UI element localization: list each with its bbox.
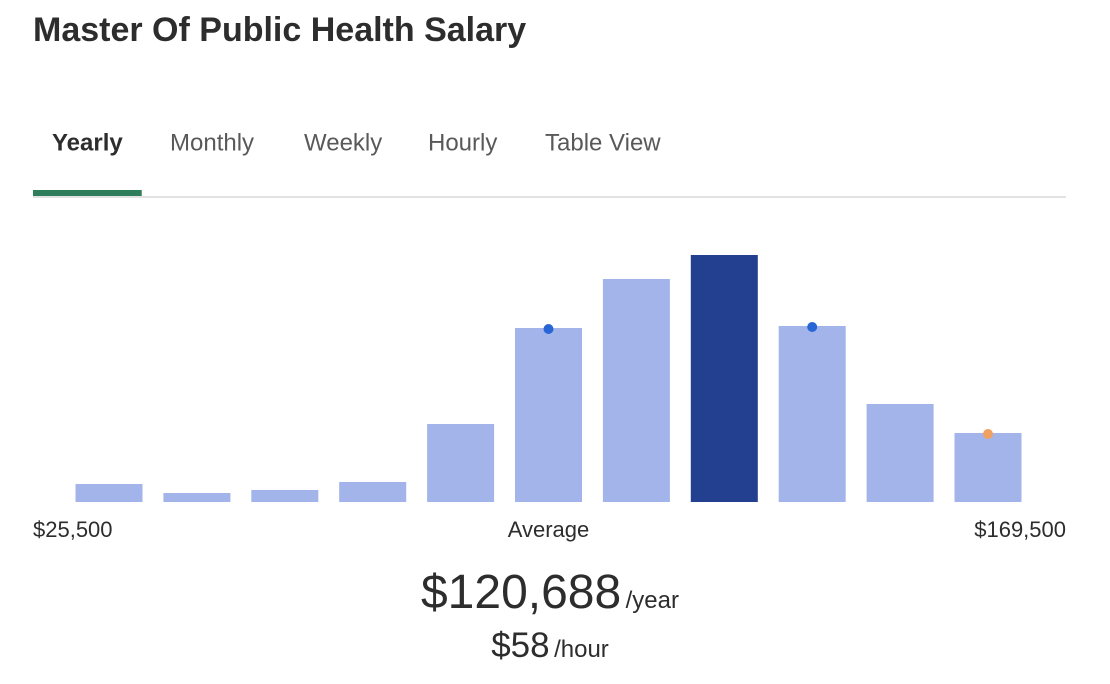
yearly-value: $120,688 [420,566,622,619]
bar [163,493,231,502]
bar [339,482,407,502]
yearly-summary: $120,688 /year [0,565,1100,620]
marker [983,429,993,439]
widget: Master Of Public Health Salary Yearly Mon… [33,11,1066,542]
marker [807,322,818,332]
bar [866,404,934,502]
marker [543,324,554,334]
tab[interactable]: Weekly [304,129,382,156]
hourly-unit: /hour [554,636,609,663]
bar [251,490,319,502]
tab-underline [33,190,142,196]
yearly-unit: /year [625,587,679,614]
average-label: Average [508,517,590,542]
bar [75,484,143,502]
tab[interactable]: Yearly [52,129,123,156]
max-label: $169,500 [974,517,1066,542]
hourly-value: $58 [491,626,550,665]
bar [954,433,1022,502]
tab[interactable]: Hourly [428,129,497,156]
bar [602,279,670,502]
bar [690,255,758,502]
bar [427,424,495,502]
min-label: $25,500 [33,517,113,542]
tab[interactable]: Monthly [170,129,254,156]
bar [778,326,846,502]
hourly-summary: $58 /hour [0,626,1100,666]
bar [515,328,582,502]
title: Master Of Public Health Salary [33,11,526,49]
tab[interactable]: Table View [545,129,661,156]
